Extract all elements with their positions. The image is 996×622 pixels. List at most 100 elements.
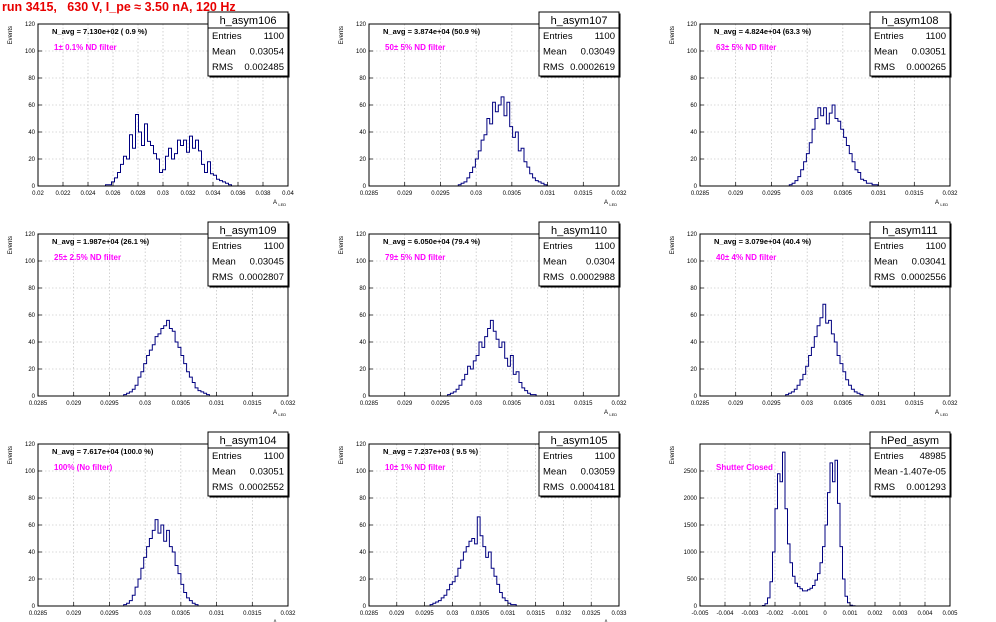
stat-value: 1100 [595,451,615,462]
stat-value: 0.002485 [244,62,284,73]
x-tick-label: 0.0305 [834,401,853,407]
x-tick-label: 0.0285 [360,401,379,407]
histogram-bars [785,303,864,396]
histogram-panel-h_asym105: 0.0285 0.029 0.0295 0.03 0.0305 0.031 0.0315 0.… [339,431,627,622]
x-tick-label: 0.0285 [29,611,48,617]
navg-label: N_avg = 7.130e+02 ( 0.9 %) [52,27,148,36]
stats-box-frame [869,431,951,497]
navg-label: N_avg = 6.050e+04 (79.4 %) [383,237,481,246]
y-tick-label: 2000 [684,496,698,502]
stats-box: h_asym107 Entries 1100 Mean 0.03049 RMS 0.0002… [538,11,621,78]
y-tick-label: 0 [32,604,36,610]
x-tick-label: 0.03 [139,401,151,407]
y-tick-label: 120 [356,442,367,448]
y-tick-label: 40 [359,130,366,136]
navg-label: N_avg = 7.237e+03 ( 9.5 %) [383,447,479,456]
y-tick-label: 80 [28,286,35,292]
stat-label: Mean [543,47,567,58]
y-axis-title: Events [670,26,676,44]
x-tick-label: 0.0285 [691,191,710,197]
stats-box-frame [538,221,620,287]
x-tick-label: 0.0285 [691,401,710,407]
x-axis-title: A LED [604,410,617,417]
histogram-name: h_asym108 [882,15,939,27]
stat-label: Entries [212,451,242,462]
x-tick-label: 0.02 [32,191,44,197]
y-tick-label: 0 [363,394,367,400]
filter-annotation: 10± 1% ND filter [385,463,445,472]
histogram-name: h_asym106 [220,15,277,27]
x-tick-label: 0.032 [280,401,296,407]
stat-value: 0.0002807 [239,272,284,283]
stats-box: h_asym110 Entries 1100 Mean 0.0304 RMS 0.00029… [538,221,621,288]
y-tick-label: 60 [28,523,35,529]
histogram-bars [762,451,856,607]
x-tick-label: 0.031 [540,191,556,197]
y-axis-title: Events [8,446,14,464]
stats-box-frame [538,431,620,497]
x-tick-label: 0.0325 [582,611,601,617]
histogram-name: h_asym110 [551,225,607,237]
y-tick-label: 100 [356,469,367,475]
x-tick-label: -0.002 [766,611,784,617]
y-tick-label: 2500 [684,469,698,475]
stats-box-frame [538,11,620,77]
x-tick-label: 0.029 [66,611,82,617]
x-tick-label: 0.029 [389,611,405,617]
x-tick-label: 0.0315 [905,191,924,197]
filter-annotation: 40± 4% ND filter [716,253,776,262]
y-tick-label: 1000 [684,550,698,556]
y-axis-title: Events [670,236,676,254]
stat-value: 0.03049 [581,47,615,58]
x-tick-label: 0.029 [397,191,413,197]
y-tick-label: 120 [356,232,367,238]
x-tick-label: 0.0315 [526,611,545,617]
y-tick-label: 0 [694,604,698,610]
histogram-panel-h_asym107: 0.0285 0.029 0.0295 0.03 0.0305 0.031 0.0315 0.… [339,11,627,207]
x-tick-label: 0.031 [871,401,887,407]
y-tick-label: 40 [690,340,697,346]
y-tick-label: 80 [690,286,697,292]
stat-label: Mean [212,467,236,478]
y-tick-label: 20 [359,367,366,373]
stat-value: 0.000265 [906,62,946,73]
stat-value: 0.0002556 [901,272,946,283]
stat-value: 0.001293 [906,482,946,493]
y-tick-label: 80 [28,76,35,82]
x-tick-label: 0.031 [209,401,225,407]
x-tick-label: 0.032 [180,191,196,197]
x-tick-label: 0.001 [842,611,858,617]
histogram-bars [447,319,537,396]
x-tick-label: 0.0285 [360,191,379,197]
stat-value: 0.03041 [912,257,946,268]
x-tick-label: 0.03 [446,611,458,617]
x-tick-label: 0.032 [611,401,627,407]
y-tick-label: 120 [687,22,698,28]
x-axis-title: A LED [604,620,617,622]
stat-value: 0.0004181 [570,482,615,493]
x-tick-label: 0.0305 [471,611,490,617]
histogram-panel-h_asym110: 0.0285 0.029 0.0295 0.03 0.0305 0.031 0.0315 0.… [339,221,627,417]
histogram-bars [123,319,210,396]
x-tick-label: 0.031 [871,191,887,197]
y-tick-label: 0 [363,184,367,190]
x-tick-label: 0.029 [728,401,744,407]
x-tick-label: 0.0305 [503,401,522,407]
x-tick-label: 0.0295 [100,611,119,617]
histogram-panel-h_asym106: 0.02 0.022 0.024 0.026 0.028 0.03 0.032 0.034 0.… [8,11,294,207]
x-tick-label: 0.029 [66,401,82,407]
y-tick-label: 60 [359,313,366,319]
stats-box-frame [207,431,289,497]
x-tick-label: 0.03 [801,401,813,407]
stat-label: RMS [543,482,564,493]
filter-annotation: 1± 0.1% ND filter [54,43,117,52]
x-tick-label: -0.005 [691,611,709,617]
x-tick-label: 0.0305 [172,401,191,407]
x-tick-label: 0.032 [556,611,572,617]
stat-label: Entries [874,31,904,42]
x-tick-label: 0.03 [801,191,813,197]
stats-box: h_asym105 Entries 1100 Mean 0.03059 RMS 0.0004… [538,431,621,498]
y-tick-label: 40 [28,340,35,346]
y-tick-label: 100 [25,49,36,55]
